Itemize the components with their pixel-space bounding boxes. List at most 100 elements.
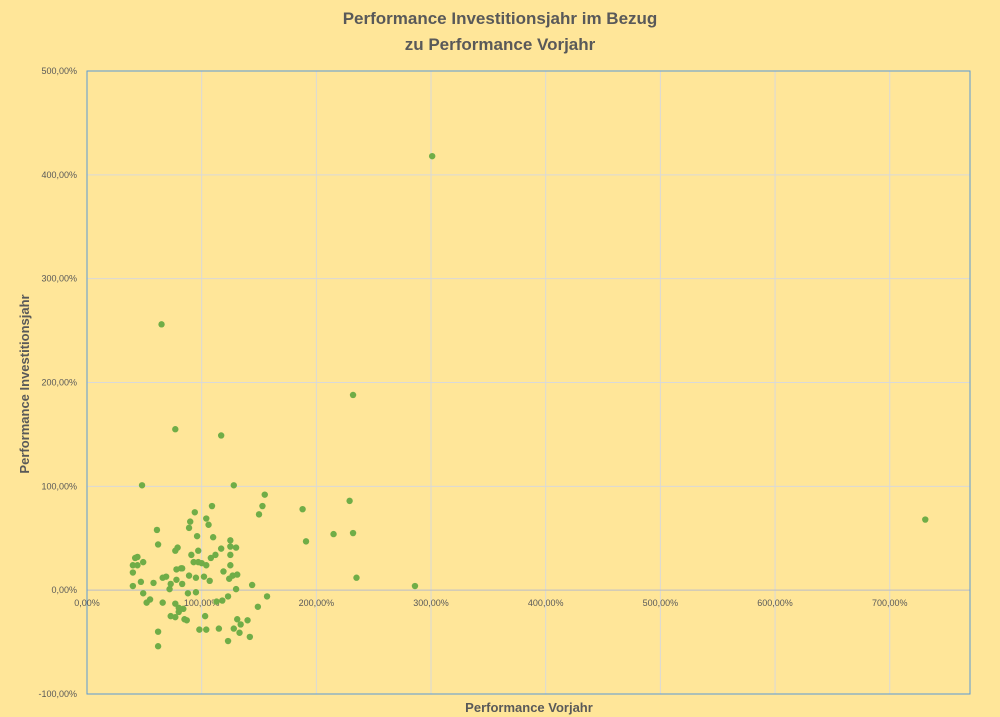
data-point	[129, 562, 137, 569]
data-point	[236, 629, 243, 636]
data-point	[166, 585, 173, 593]
data-point	[227, 562, 234, 569]
x-tick-label: 300,00%	[413, 598, 449, 608]
data-point	[213, 598, 220, 605]
data-point	[153, 526, 161, 534]
data-point	[206, 577, 213, 585]
data-point	[349, 529, 357, 537]
data-point	[192, 574, 200, 581]
data-point	[237, 621, 244, 628]
x-tick-label: 700,00%	[872, 598, 908, 608]
x-tick-label: 600,00%	[757, 598, 793, 608]
y-tick-label: 500,00%	[41, 66, 77, 76]
data-point	[131, 554, 139, 562]
data-point	[201, 612, 209, 620]
data-point	[173, 566, 180, 573]
data-point	[302, 538, 310, 545]
y-tick-label: 0,00%	[51, 585, 77, 595]
data-point	[217, 545, 225, 552]
data-point	[188, 551, 195, 559]
data-points	[129, 152, 929, 650]
data-point	[178, 565, 186, 572]
data-point	[428, 152, 436, 160]
data-point	[178, 580, 186, 588]
data-point	[212, 551, 219, 559]
data-point	[143, 599, 150, 606]
data-point	[129, 569, 137, 576]
data-point	[225, 575, 233, 582]
data-point	[205, 521, 212, 528]
data-point	[259, 502, 266, 510]
data-point	[175, 608, 182, 616]
data-point	[922, 516, 929, 523]
data-point	[227, 537, 234, 544]
data-point	[139, 590, 147, 597]
x-tick-label: 400,00%	[528, 598, 564, 608]
data-point	[167, 580, 174, 588]
data-point	[217, 432, 225, 439]
data-point	[180, 605, 187, 613]
data-point	[190, 558, 197, 566]
data-point	[195, 547, 202, 554]
data-point	[207, 554, 215, 562]
data-point	[192, 589, 200, 596]
data-point	[224, 593, 232, 600]
data-point	[150, 579, 157, 587]
chart-title-line-2: zu Performance Vorjahr	[405, 35, 596, 54]
data-point	[137, 578, 145, 586]
x-tick-label: 100,00%	[184, 598, 220, 608]
gridlines	[87, 71, 970, 694]
x-tick-label: 0,00%	[74, 598, 100, 608]
y-tick-label: 200,00%	[41, 378, 77, 388]
data-point	[353, 574, 360, 581]
data-point	[159, 599, 166, 606]
data-point	[193, 532, 201, 540]
data-point	[227, 543, 234, 550]
data-point	[134, 562, 141, 569]
data-point	[208, 502, 216, 510]
data-point	[158, 321, 165, 328]
data-point	[185, 572, 193, 579]
data-point	[203, 562, 210, 569]
y-tick-label: 300,00%	[41, 274, 77, 284]
tick-labels: 0,00% 100,00% 200,00% 300,00% 400,00% 500,00%…	[38, 66, 907, 699]
data-point	[154, 628, 162, 635]
data-point	[220, 568, 227, 575]
y-tick-label: 400,00%	[41, 170, 77, 180]
data-point	[234, 616, 241, 623]
data-point	[191, 509, 198, 516]
data-point	[196, 626, 203, 633]
data-point	[159, 574, 166, 581]
data-point	[173, 576, 180, 583]
data-point	[172, 547, 179, 554]
data-point	[219, 597, 226, 604]
data-point	[138, 482, 146, 489]
data-point	[349, 391, 357, 399]
data-point	[246, 633, 254, 641]
data-point	[263, 593, 271, 600]
data-point	[129, 582, 137, 590]
data-point	[330, 530, 337, 538]
data-point	[232, 585, 240, 593]
data-point	[209, 534, 217, 541]
data-point	[255, 511, 263, 518]
data-point	[172, 426, 179, 433]
x-axis-title: Performance Vorjahr	[465, 700, 593, 715]
data-point	[299, 505, 306, 513]
data-point	[172, 613, 179, 621]
data-point	[203, 626, 210, 633]
data-point	[139, 558, 147, 566]
x-tick-label: 200,00%	[299, 598, 335, 608]
data-point	[261, 491, 268, 498]
data-point	[200, 573, 208, 580]
data-point	[183, 617, 190, 624]
data-point	[346, 497, 353, 505]
data-point	[254, 603, 262, 610]
data-point	[411, 582, 419, 590]
data-point	[185, 524, 193, 532]
data-point	[244, 617, 251, 624]
data-point	[230, 482, 237, 489]
chart-title-line-1: Performance Investitionsjahr im Bezug	[343, 9, 658, 28]
